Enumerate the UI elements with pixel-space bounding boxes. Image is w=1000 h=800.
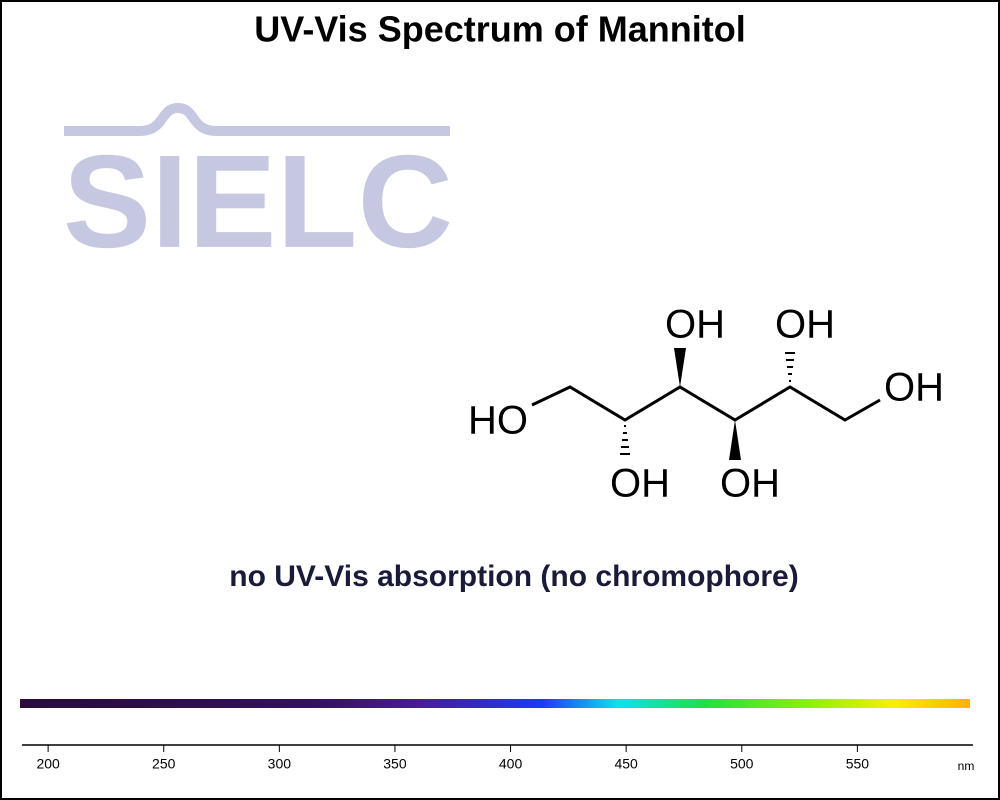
atom-label: HO [468,399,528,443]
x-tick-label: 350 [383,756,407,772]
logo: SIELC [63,128,453,275]
x-unit: nm [958,759,975,773]
x-tick-label: 500 [730,756,754,772]
atom-label: OH [720,462,780,506]
atom-label: OH [610,462,670,506]
logo-wave [64,102,450,136]
annotation: no UV-Vis absorption (no chromophore) [229,560,798,593]
molecule [531,385,881,422]
x-tick-label: 400 [499,756,523,772]
wedge-bond [729,420,741,460]
x-tick-label: 250 [152,756,176,772]
x-tick-label: 550 [846,756,870,772]
chart-title: UV-Vis Spectrum of Mannitol [254,9,745,50]
x-tick-label: 450 [614,756,638,772]
atom-labels: HO OH OH OH OH OH [468,303,944,506]
molecule-bonds [531,385,881,422]
atom-label: OH [665,303,725,347]
wedge-bond [674,348,686,387]
x-tick-label: 300 [268,756,292,772]
spectrum-bar [20,699,970,708]
atom-label: OH [884,366,944,410]
x-tick-label: 200 [36,756,60,772]
hash-bond [620,352,795,455]
atom-label: OH [775,303,835,347]
